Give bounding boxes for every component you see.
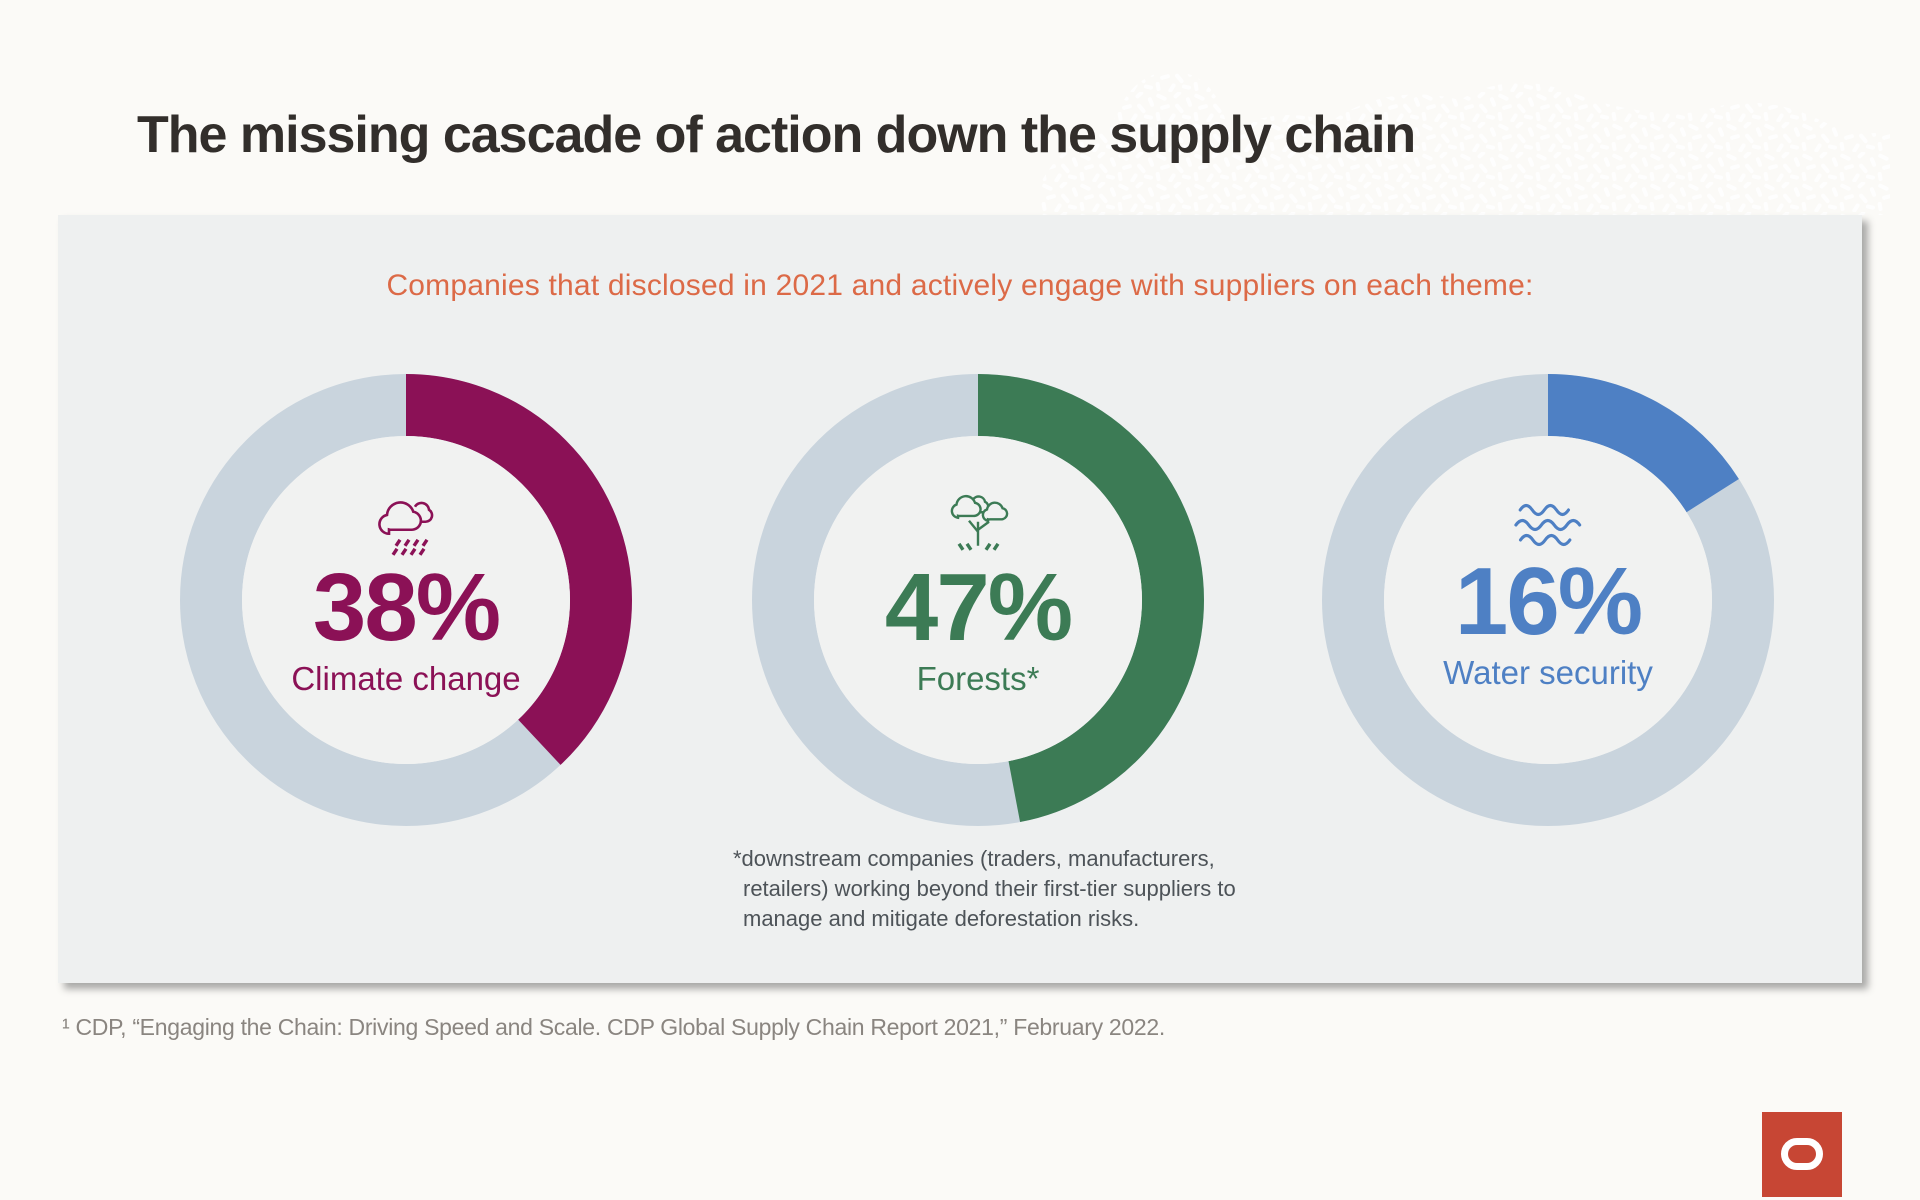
slide-title: The missing cascade of action down the s… xyxy=(137,106,1416,164)
donut-value: 16% xyxy=(1454,547,1643,655)
donut-chart-water-security: 16% Water security xyxy=(1322,374,1774,826)
oracle-logo xyxy=(1762,1112,1842,1197)
rain-cloud-icon xyxy=(373,494,439,558)
donut-ring xyxy=(752,374,1204,826)
donut-label: Forests* xyxy=(916,660,1040,698)
water-waves-icon xyxy=(1513,500,1583,552)
donut-label: Climate change xyxy=(291,660,521,698)
donut-ring xyxy=(1322,374,1774,826)
donut-chart-climate-change: 38% Climate change xyxy=(180,374,632,826)
source-citation: ¹ CDP, “Engaging the Chain: Driving Spee… xyxy=(62,1014,1165,1040)
donut-value: 47% xyxy=(884,553,1073,661)
oracle-o-icon xyxy=(1781,1138,1823,1170)
donut-value: 38% xyxy=(312,553,501,661)
panel-subtitle: Companies that disclosed in 2021 and act… xyxy=(386,269,1534,302)
donut-ring xyxy=(180,374,632,826)
tree-icon xyxy=(945,494,1011,558)
stats-panel: Companies that disclosed in 2021 and act… xyxy=(58,215,1862,983)
donut-chart-forests: 47% Forests* xyxy=(752,374,1204,826)
texture-decoration xyxy=(1040,71,1890,215)
donut-label: Water security xyxy=(1443,654,1653,692)
forests-footnote: *downstream companies (traders, manufact… xyxy=(733,846,1236,931)
